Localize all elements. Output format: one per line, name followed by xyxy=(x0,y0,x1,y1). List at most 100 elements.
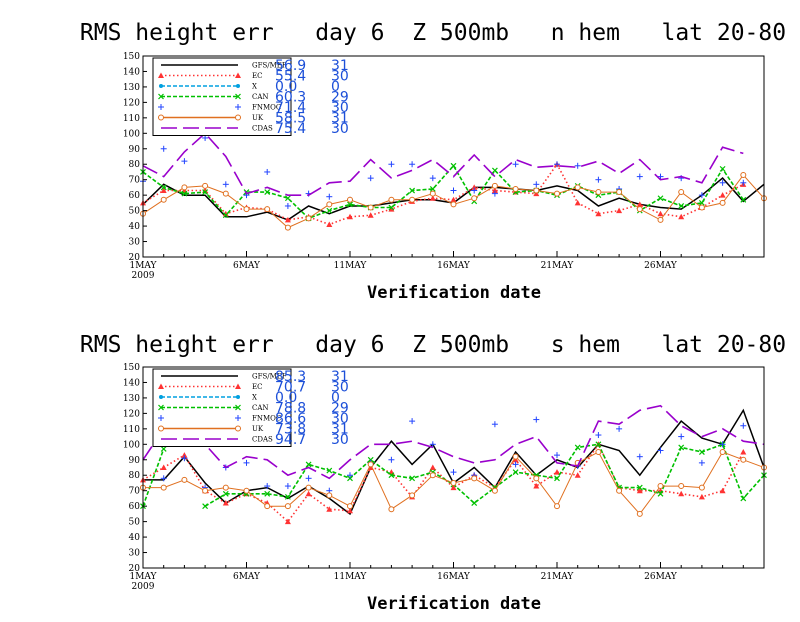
data-point xyxy=(181,476,188,483)
y-tick-label: 130 xyxy=(123,83,140,93)
data-point xyxy=(160,184,167,191)
data-point xyxy=(491,167,498,174)
data-point xyxy=(698,484,705,491)
data-point xyxy=(740,495,747,502)
legend-label: FNMOC xyxy=(252,415,281,423)
legend-marker xyxy=(158,415,164,421)
data-point xyxy=(574,184,581,191)
data-point xyxy=(181,190,188,197)
legend-marker xyxy=(235,383,241,389)
data-point xyxy=(678,213,685,220)
data-point xyxy=(595,441,602,448)
data-point xyxy=(450,201,457,208)
data-point xyxy=(284,202,291,209)
data-point xyxy=(574,162,581,169)
marker-stroke xyxy=(698,449,705,455)
legend-marker xyxy=(158,93,164,100)
data-point xyxy=(347,475,353,482)
legend-label: GFS/MEF xyxy=(252,62,287,70)
data-point xyxy=(512,185,519,192)
x-tick-label: 26MAY xyxy=(644,572,678,582)
data-point xyxy=(202,182,209,189)
data-point xyxy=(264,503,271,510)
data-point xyxy=(554,503,560,510)
x-tick-sublabel: 2009 xyxy=(132,271,155,281)
marker-stroke xyxy=(347,201,353,208)
data-point xyxy=(533,187,540,194)
y-tick-label: 120 xyxy=(123,409,140,419)
marker-stroke xyxy=(719,165,726,172)
data-point xyxy=(698,204,705,211)
data-point xyxy=(698,449,705,455)
legend-label: X xyxy=(252,83,257,91)
x-axis-label: Verification date xyxy=(367,594,541,614)
data-point xyxy=(284,224,291,231)
marker-stroke xyxy=(409,187,416,194)
y-tick-label: 150 xyxy=(123,363,140,373)
legend-label: EC xyxy=(252,72,262,80)
data-point xyxy=(491,190,498,197)
y-tick-label: 70 xyxy=(129,487,141,497)
y-tick-label: 70 xyxy=(129,176,141,186)
chart-title: RMS height err day 6 Z 500mb n hem lat 2… xyxy=(80,20,786,46)
data-point xyxy=(698,459,705,466)
legend-marker xyxy=(236,84,240,88)
data-point xyxy=(202,189,209,195)
x-axis-label: Verification date xyxy=(367,283,541,303)
data-point xyxy=(326,221,333,228)
marker-stroke xyxy=(678,444,685,451)
marker-stroke xyxy=(512,469,519,476)
marker-stroke xyxy=(284,493,291,500)
data-point xyxy=(554,161,560,168)
data-point xyxy=(616,425,623,432)
marker-stroke xyxy=(202,503,209,510)
series-uk xyxy=(140,172,767,231)
legend-count: 30 xyxy=(331,121,349,137)
data-point xyxy=(305,490,312,497)
data-point xyxy=(595,176,602,183)
legend-count: 30 xyxy=(331,411,349,427)
data-point xyxy=(222,500,229,506)
data-point xyxy=(616,207,623,214)
marker-stroke xyxy=(347,475,353,482)
data-point xyxy=(450,187,457,194)
y-tick-label: 90 xyxy=(129,456,141,466)
data-point xyxy=(347,201,353,208)
legend-mean: 85.3 xyxy=(275,369,306,385)
legend-marker xyxy=(158,72,164,78)
data-point xyxy=(326,506,333,512)
x-tick-sublabel: 2009 xyxy=(132,582,155,592)
data-point xyxy=(491,421,498,428)
data-point xyxy=(636,201,643,207)
data-point xyxy=(616,189,623,196)
data-point xyxy=(657,210,664,217)
data-point xyxy=(264,483,271,490)
data-point xyxy=(326,207,333,214)
y-tick-label: 50 xyxy=(129,518,141,528)
y-tick-label: 80 xyxy=(129,471,141,481)
data-point xyxy=(347,213,353,220)
marker-stroke xyxy=(388,204,395,211)
legend-mean: 70.7 xyxy=(275,380,306,396)
legend-label: CDAS xyxy=(252,125,273,133)
marker-stroke xyxy=(678,203,685,209)
legend-mean: 86.6 xyxy=(275,411,306,427)
data-point xyxy=(740,172,747,179)
data-point xyxy=(533,483,540,489)
legend-entry: EC 70.7 30 xyxy=(158,380,349,396)
legend-mean: 58.5 xyxy=(275,111,306,127)
data-point xyxy=(471,500,478,506)
series-cdas xyxy=(142,404,765,480)
data-point xyxy=(554,452,560,459)
data-point xyxy=(222,190,229,197)
data-point xyxy=(574,444,581,451)
series-line xyxy=(204,443,765,507)
data-point xyxy=(698,493,705,500)
x-tick-label: 21MAY xyxy=(541,572,575,582)
data-point xyxy=(554,475,560,482)
legend-marker xyxy=(158,114,164,121)
data-point xyxy=(450,479,457,486)
data-point xyxy=(429,186,436,192)
data-point xyxy=(243,206,250,213)
south-hemisphere-panel: RMS height err day 6 Z 500mb s hem lat 2… xyxy=(80,332,786,614)
